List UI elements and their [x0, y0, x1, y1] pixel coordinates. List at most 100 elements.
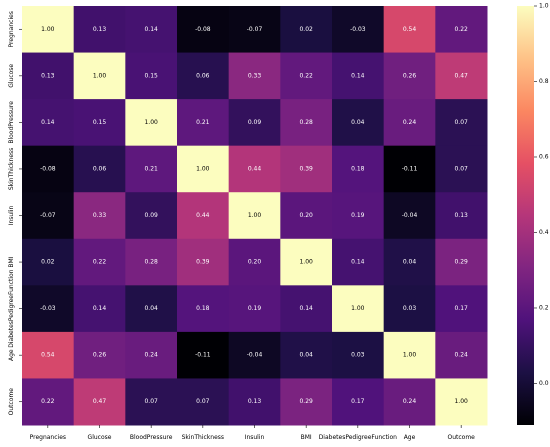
heatmap-cell-value: -0.11 — [195, 352, 211, 359]
heatmap-cell-value: -0.11 — [402, 165, 418, 172]
heatmap-cell — [177, 192, 230, 240]
heatmap-cell — [125, 285, 178, 333]
y-axis-tick-labels: Pregnancies Glucose BloodPressure SkinThick… — [8, 11, 22, 415]
heatmap-cell — [332, 145, 385, 193]
heatmap-cell-value: 0.15 — [144, 72, 158, 79]
heatmap-cell — [177, 285, 230, 333]
heatmap-cell — [177, 145, 230, 193]
heatmap-cell-value: 0.22 — [454, 26, 468, 33]
heatmap-cell — [435, 331, 488, 379]
heatmap-cell — [125, 238, 178, 286]
heatmap-cell-value: 0.26 — [93, 352, 107, 359]
heatmap-cell-value: 0.54 — [41, 352, 55, 359]
heatmap-cell — [280, 192, 333, 240]
x-tick-label-bmi: BMI — [301, 434, 312, 441]
heatmap-cell-value: 0.39 — [196, 259, 210, 266]
heatmap-cell-value: 0.02 — [299, 26, 313, 33]
heatmap-cell-value: 1.00 — [196, 165, 210, 172]
heatmap-cell-value: 0.54 — [403, 26, 417, 33]
heatmap-cell-value: 0.29 — [299, 398, 313, 405]
heatmap-cell-value: 0.21 — [196, 119, 210, 126]
heatmap-cell — [73, 145, 126, 193]
y-tick-label-insulin: Insulin — [8, 205, 15, 225]
heatmap-cell-value: 0.17 — [454, 305, 468, 312]
heatmap-cell — [177, 331, 230, 379]
x-tick-label-skin-thickness: SkinThickness — [182, 434, 224, 441]
heatmap-cell-value: 0.14 — [93, 305, 107, 312]
heatmap-cell-value: 1.00 — [403, 352, 417, 359]
y-tick-label-pregnancies: Pregnancies — [8, 11, 15, 47]
heatmap-cell-value: 0.07 — [454, 119, 468, 126]
heatmap-cell-value: 0.39 — [299, 165, 313, 172]
heatmap-cell — [280, 99, 333, 147]
heatmap-cell-value: 0.24 — [144, 352, 158, 359]
x-tick-label-age: Age — [404, 434, 416, 441]
heatmap-cell — [228, 378, 281, 426]
y-tick-label-age: Age — [8, 349, 15, 361]
heatmap-cell — [73, 285, 126, 333]
heatmap-cell-value: 0.21 — [144, 165, 158, 172]
colorbar-tick-label: 0.6 — [539, 153, 549, 160]
heatmap-cell — [125, 6, 178, 54]
heatmap-cell — [383, 192, 436, 240]
heatmap-cell-value: 0.22 — [299, 72, 313, 79]
heatmap-cell-value: 0.47 — [93, 398, 107, 405]
heatmap-cell — [332, 285, 385, 333]
heatmap-cell-value: 1.00 — [41, 26, 55, 33]
colorbar-tick-label: 0.4 — [539, 229, 549, 236]
heatmap-cell — [435, 145, 488, 193]
heatmap-cell-value: 0.14 — [41, 119, 55, 126]
heatmap-cell — [228, 99, 281, 147]
heatmap-cell-value: 0.20 — [248, 259, 262, 266]
heatmap-cell-value: 0.18 — [351, 165, 365, 172]
heatmap-cell — [280, 238, 333, 286]
heatmap-cell — [228, 331, 281, 379]
heatmap-cell — [22, 238, 75, 286]
heatmap-cell-value: 0.19 — [351, 212, 365, 219]
heatmap-cell-value: 0.47 — [454, 72, 468, 79]
heatmap-cell — [22, 145, 75, 193]
heatmap-cell — [177, 378, 230, 426]
x-axis-tick-labels: Pregnancies Glucose BloodPressure SkinThick… — [30, 425, 475, 441]
heatmap-cell — [280, 331, 333, 379]
heatmap-cell — [383, 99, 436, 147]
heatmap-cell-value: 0.14 — [351, 72, 365, 79]
heatmap-cell — [332, 192, 385, 240]
heatmap-cell — [383, 285, 436, 333]
colorbar-ticks: 1.0 0.8 0.6 0.4 0.2 0.0 — [534, 3, 549, 387]
heatmap-cell-value: -0.04 — [247, 352, 263, 359]
heatmap-cell — [177, 6, 230, 54]
heatmap-cell — [73, 378, 126, 426]
heatmap-cell-value: 0.18 — [196, 305, 210, 312]
heatmap-cell-value: 0.44 — [248, 165, 262, 172]
heatmap-cell — [125, 192, 178, 240]
heatmap-cell — [435, 6, 488, 54]
heatmap-cell-value: 1.00 — [454, 398, 468, 405]
heatmap-cell-value: -0.07 — [40, 212, 56, 219]
heatmap-cell-value: 0.02 — [41, 259, 55, 266]
heatmap-cell — [73, 238, 126, 286]
colorbar-gradient — [517, 6, 534, 425]
heatmap-cell-value: 0.28 — [144, 259, 158, 266]
heatmap-cell — [383, 6, 436, 54]
heatmap-cell — [22, 192, 75, 240]
heatmap-cell — [73, 331, 126, 379]
heatmap-cell-value: -0.07 — [247, 26, 263, 33]
heatmap-cell — [22, 6, 75, 54]
heatmap-cell-value: 0.03 — [351, 352, 365, 359]
heatmap-cell-value: 0.14 — [144, 26, 158, 33]
heatmap-cell-value: 0.33 — [248, 72, 262, 79]
heatmap-cell-value: 0.13 — [93, 26, 107, 33]
y-tick-label-glucose: Glucose — [8, 64, 15, 88]
heatmap-cell-value: 1.00 — [299, 259, 313, 266]
heatmap-cell — [435, 99, 488, 147]
heatmap-cell-value: 0.24 — [403, 119, 417, 126]
heatmap-cell-value: -0.08 — [40, 165, 56, 172]
x-tick-label-diabetes-pedigree-function: DiabetesPedigreeFunction — [319, 434, 397, 441]
heatmap-cell-value: 0.06 — [93, 165, 107, 172]
heatmap-cell — [125, 99, 178, 147]
colorbar-tick-label: 0.8 — [539, 78, 549, 85]
heatmap-cell — [177, 99, 230, 147]
heatmap-cell-value: 0.06 — [196, 72, 210, 79]
